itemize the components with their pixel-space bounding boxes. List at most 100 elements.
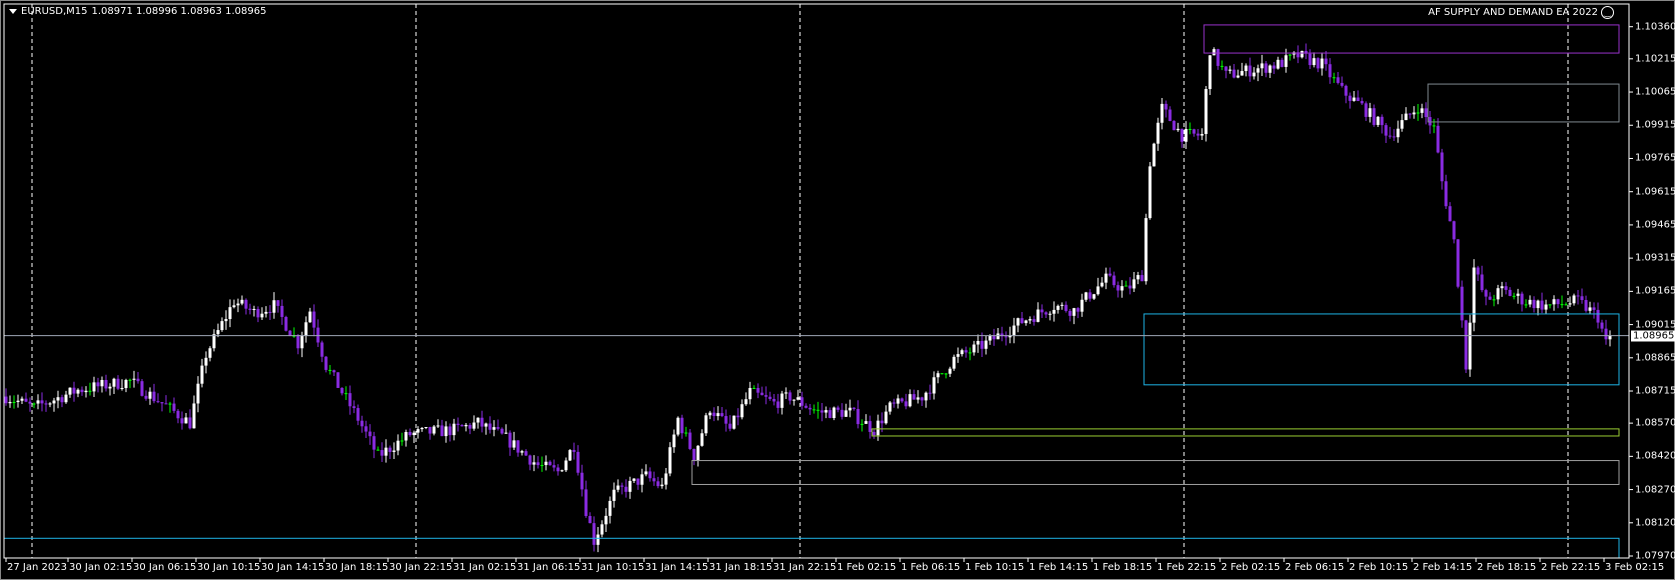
- bearish-candle: [288, 330, 292, 337]
- bullish-candle: [128, 379, 132, 381]
- dropdown-triangle-icon[interactable]: [9, 9, 17, 14]
- bearish-candle: [1068, 310, 1072, 316]
- bearish-candle: [1220, 65, 1224, 67]
- bullish-candle: [1176, 128, 1180, 131]
- bearish-candle: [160, 402, 164, 404]
- bearish-candle: [556, 467, 560, 472]
- smiley-icon: ‿: [1601, 6, 1614, 19]
- bullish-candle: [396, 440, 400, 451]
- bullish-candle: [208, 348, 212, 358]
- bullish-candle: [1352, 97, 1356, 101]
- bearish-candle: [1388, 135, 1392, 137]
- bullish-candle: [1228, 69, 1232, 71]
- bearish-candle: [448, 426, 452, 436]
- bearish-candle: [688, 432, 692, 449]
- bearish-candle: [1392, 136, 1396, 138]
- bullish-candle: [184, 417, 188, 424]
- bearish-candle: [1372, 108, 1376, 125]
- bullish-candle: [1036, 309, 1040, 322]
- bullish-candle: [796, 397, 800, 400]
- bearish-candle: [964, 350, 968, 353]
- bearish-candle: [880, 420, 884, 424]
- bullish-candle: [972, 344, 976, 353]
- bearish-candle: [1088, 292, 1092, 299]
- bearish-candle: [408, 432, 412, 436]
- bearish-candle: [820, 410, 824, 413]
- bearish-candle: [268, 311, 272, 313]
- bullish-candle: [400, 440, 404, 442]
- bearish-candle: [1064, 304, 1068, 311]
- symbol-label: EURUSD,M15: [21, 6, 88, 17]
- bullish-candle: [1376, 116, 1380, 125]
- price-axis-label: 1.08270: [1635, 484, 1675, 496]
- bearish-candle: [800, 397, 804, 406]
- bullish-candle: [844, 410, 848, 417]
- bearish-candle: [1224, 66, 1228, 71]
- bearish-candle: [1020, 318, 1024, 324]
- bullish-candle: [436, 425, 440, 427]
- bearish-candle: [680, 417, 684, 434]
- bullish-candle: [1120, 286, 1124, 291]
- bullish-candle: [1400, 120, 1404, 129]
- bearish-candle: [1428, 117, 1432, 126]
- bullish-candle: [48, 403, 52, 405]
- bearish-candle: [812, 409, 816, 411]
- bullish-candle: [1312, 58, 1316, 66]
- bearish-candle: [588, 515, 592, 524]
- bullish-candle: [1204, 89, 1208, 134]
- bearish-candle: [1296, 52, 1300, 58]
- time-axis-label: 30 Jan 02:15: [69, 562, 133, 573]
- ohlc-values: 1.08971 1.08996 1.08963 1.08965: [91, 6, 267, 17]
- bullish-candle: [596, 534, 600, 545]
- bearish-candle: [516, 440, 520, 453]
- bullish-candle: [1572, 295, 1576, 304]
- bearish-candle: [872, 431, 876, 436]
- indicator-name: AF SUPPLY AND DEMAND EA 2022: [1428, 7, 1598, 18]
- bearish-candle: [768, 396, 772, 399]
- bullish-candle: [1412, 112, 1416, 115]
- bullish-candle: [16, 400, 20, 402]
- bearish-candle: [1488, 296, 1492, 300]
- bearish-candle: [536, 462, 540, 466]
- bullish-candle: [260, 313, 264, 318]
- bearish-candle: [980, 340, 984, 349]
- bearish-candle: [776, 401, 780, 408]
- supply-zone-box: [1203, 24, 1620, 54]
- bearish-candle: [1532, 299, 1536, 309]
- bullish-candle: [1096, 286, 1100, 295]
- bearish-candle: [1560, 304, 1564, 306]
- bullish-candle: [1048, 313, 1052, 315]
- bearish-candle: [164, 403, 168, 405]
- bullish-candle: [1528, 299, 1532, 305]
- time-axis-label: 2 Feb 22:15: [1541, 562, 1601, 573]
- bearish-candle: [1340, 82, 1344, 86]
- bullish-candle: [384, 447, 388, 456]
- bullish-candle: [1552, 299, 1556, 305]
- bullish-candle: [308, 311, 312, 323]
- price-axis-label: 1.08120: [1635, 517, 1675, 529]
- time-axis-label: 1 Feb 22:15: [1157, 562, 1217, 573]
- time-axis-label: 30 Jan 14:15: [261, 562, 325, 573]
- bullish-candle: [640, 474, 644, 485]
- bullish-candle: [1148, 166, 1152, 219]
- bearish-candle: [176, 410, 180, 419]
- bullish-candle: [1472, 267, 1476, 323]
- bearish-candle: [1232, 69, 1236, 78]
- bullish-candle: [420, 427, 424, 430]
- bearish-candle: [720, 413, 724, 417]
- bearish-candle: [1416, 112, 1420, 114]
- bullish-candle: [616, 485, 620, 490]
- bearish-candle: [1332, 77, 1336, 79]
- price-axis-label: 1.09615: [1635, 186, 1675, 198]
- bullish-candle: [676, 417, 680, 435]
- bearish-candle: [1460, 286, 1464, 321]
- bearish-candle: [1356, 97, 1360, 102]
- bearish-candle: [892, 402, 896, 404]
- bullish-candle: [1544, 304, 1548, 310]
- bullish-candle: [748, 387, 752, 400]
- bullish-candle: [1104, 273, 1108, 283]
- bullish-candle: [936, 373, 940, 378]
- bullish-candle: [1144, 218, 1148, 282]
